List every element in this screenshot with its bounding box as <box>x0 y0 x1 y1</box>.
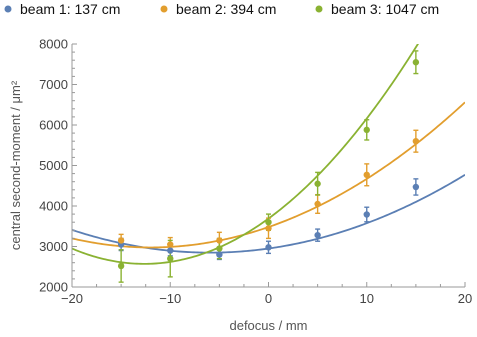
data-points <box>117 59 420 270</box>
y-tick-label: 2000 <box>39 280 68 295</box>
data-point <box>314 180 321 187</box>
data-point <box>412 138 420 145</box>
legend-marker-series-2 <box>160 5 168 13</box>
x-tick-label: 20 <box>458 291 472 306</box>
data-point <box>363 211 370 218</box>
data-point <box>314 231 321 239</box>
data-point <box>265 244 272 251</box>
legend-label-series-3: beam 3: 1047 cm <box>331 1 439 17</box>
axes: −20 −10 0 10 20 2000 3000 4000 5000 6000 7000 8000 d… <box>8 37 472 334</box>
y-tick-label: 5000 <box>39 158 68 173</box>
legend-label-series-1: beam 1: 137 cm <box>20 1 120 17</box>
y-tick-label: 3000 <box>39 239 68 254</box>
data-point <box>167 241 174 248</box>
y-tick-label: 6000 <box>39 118 68 133</box>
data-point <box>363 126 370 134</box>
y-axis-title: central second‐moment / μm² <box>8 80 23 250</box>
x-axis-title: defocus / mm <box>229 318 307 333</box>
data-point <box>167 255 174 262</box>
data-point <box>216 237 223 244</box>
x-tick-label: 10 <box>360 291 374 306</box>
data-point <box>363 171 370 179</box>
data-point <box>216 251 223 258</box>
legend: beam 1: 137 cm beam 2: 394 cm beam 3: 1047… <box>4 1 439 17</box>
data-point <box>167 247 174 254</box>
y-tick-label: 8000 <box>39 37 68 52</box>
legend-marker-series-1 <box>4 5 12 13</box>
data-point <box>117 237 125 244</box>
legend-label-series-2: beam 2: 394 cm <box>176 1 276 17</box>
data-point <box>265 225 272 232</box>
data-point <box>412 183 420 191</box>
data-point <box>216 245 223 252</box>
data-point <box>265 219 272 226</box>
x-tick-label: −10 <box>159 291 181 306</box>
data-point <box>314 200 321 208</box>
y-tick-label: 4000 <box>39 199 68 214</box>
y-tick-label: 7000 <box>39 77 68 92</box>
x-tick-label: 0 <box>265 291 272 306</box>
data-point <box>412 59 420 66</box>
legend-marker-series-3 <box>315 5 323 13</box>
x-tick-label: −20 <box>61 291 83 306</box>
data-point <box>117 262 125 270</box>
